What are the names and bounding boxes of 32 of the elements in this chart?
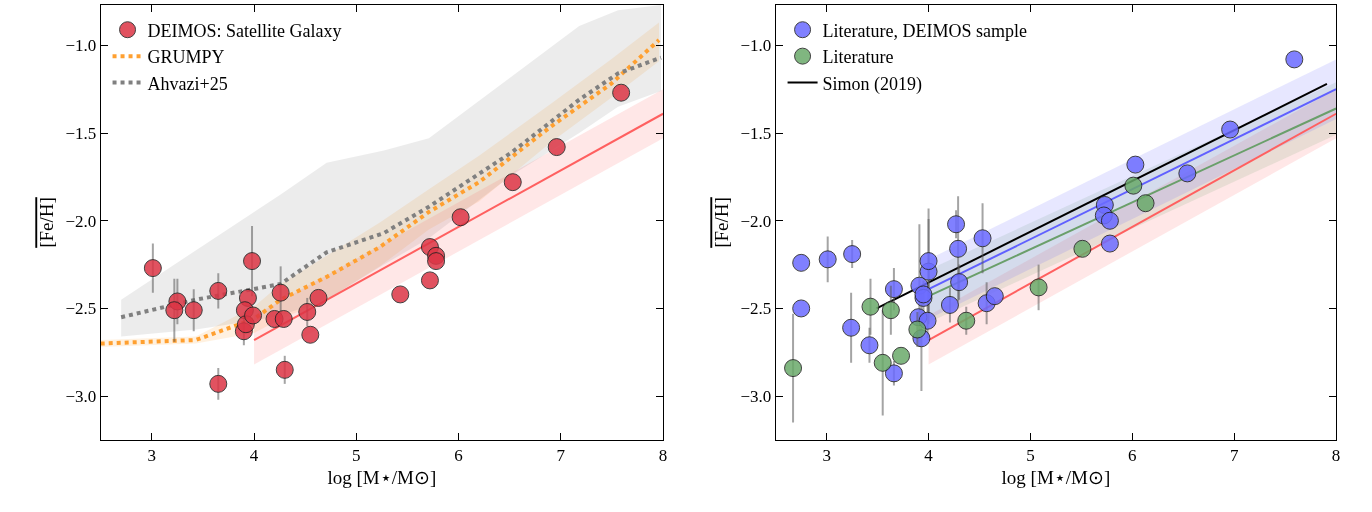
y-tick-label: −2.0: [740, 211, 772, 231]
x-tick-label: 8: [658, 446, 668, 466]
x-tick-label: 8: [1331, 446, 1341, 466]
legend-label: GRUMPY: [147, 47, 225, 68]
x-tick-label: 5: [352, 446, 361, 466]
x-tick-label: 3: [147, 446, 157, 466]
x-tick-label: 4: [249, 446, 259, 466]
y-tick-label: −1.5: [740, 123, 772, 143]
legend-label: Literature, DEIMOS sample: [822, 20, 1028, 41]
legend-label: Literature: [822, 47, 894, 68]
x-tick-label: 6: [1128, 446, 1137, 466]
x-tick-label: 7: [556, 446, 566, 466]
y-tick-label: −1.0: [65, 36, 97, 56]
x-tick-label: 4: [924, 446, 934, 466]
y-tick-label: −3.0: [740, 387, 772, 407]
y-tick-label: −2.5: [65, 299, 97, 319]
y-tick-label: −2.0: [65, 211, 97, 231]
y-tick-label: −3.0: [65, 387, 97, 407]
x-tick-label: 6: [454, 446, 463, 466]
y-axis-title: [Fe/H]: [36, 197, 58, 248]
legend-label: DEIMOS: Satellite Galaxy: [147, 20, 342, 41]
x-tick-label: 5: [1026, 446, 1035, 466]
x-axis-title: log [M⋆/M⊙]: [1001, 467, 1111, 489]
x-axis-title: log [M⋆/M⊙]: [327, 467, 437, 489]
x-tick-label: 7: [1229, 446, 1239, 466]
x-tick-label: 3: [822, 446, 831, 466]
y-tick-label: −2.5: [740, 299, 772, 319]
y-tick-label: −1.5: [65, 123, 97, 143]
y-axis-title: [Fe/H]: [711, 197, 733, 248]
legend-label: Ahvazi+25: [147, 73, 228, 94]
legend-label: Simon (2019): [822, 73, 923, 95]
y-tick-label: −1.0: [740, 36, 772, 56]
